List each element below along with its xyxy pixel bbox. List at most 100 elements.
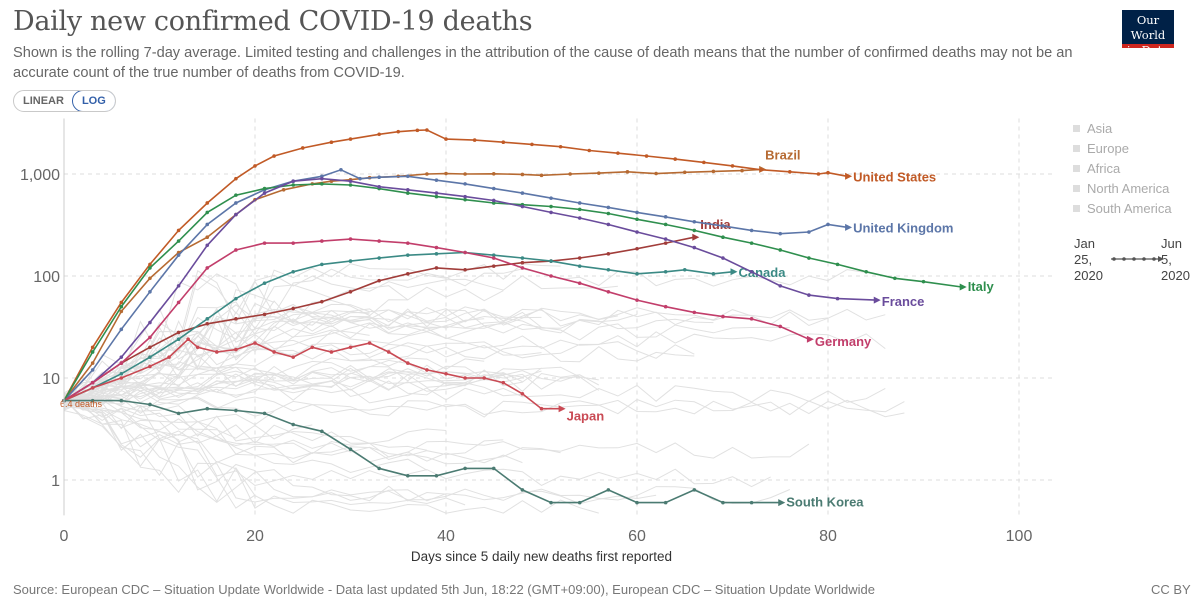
background-country-line (63, 303, 542, 398)
data-point (778, 284, 783, 288)
data-point (549, 204, 553, 209)
data-point (491, 256, 496, 260)
background-country-line (63, 398, 599, 514)
data-point (348, 447, 353, 452)
data-point (320, 262, 324, 267)
background-country-line (63, 394, 428, 474)
background-country-line (63, 364, 599, 404)
data-point (520, 204, 525, 209)
data-point (491, 253, 496, 257)
data-point (501, 380, 506, 385)
data-point (339, 167, 343, 172)
x-tick-label: 100 (1006, 528, 1033, 545)
timeline-start-label: 2020 (1074, 268, 1103, 283)
x-tick-label: 80 (819, 528, 837, 545)
data-point (491, 198, 496, 203)
data-point (234, 193, 238, 197)
data-point (444, 171, 448, 176)
data-point (577, 256, 582, 260)
data-point (606, 268, 611, 272)
data-point (444, 137, 448, 141)
data-point (692, 310, 697, 315)
data-point (119, 300, 124, 305)
data-point (406, 191, 410, 195)
data-point (749, 241, 754, 245)
scale-toggle[interactable]: LINEAR LOG (13, 90, 116, 112)
series-end-arrow (778, 499, 786, 507)
timeline-arrow (1158, 256, 1164, 262)
data-point (702, 160, 706, 165)
data-point (491, 186, 496, 191)
data-point (463, 376, 467, 380)
timeline-dot (1132, 257, 1136, 261)
data-point (721, 314, 725, 319)
series-united-states: United States (62, 128, 936, 403)
data-point (893, 276, 897, 281)
data-point (205, 321, 210, 326)
series-label: United Kingdom (853, 220, 953, 235)
data-point (234, 248, 238, 252)
series-end-arrow (959, 283, 967, 291)
data-point (826, 222, 830, 227)
data-point (434, 194, 439, 199)
data-point (558, 144, 563, 149)
data-point (348, 179, 353, 183)
background-country-line (63, 341, 695, 402)
data-point (425, 128, 429, 132)
background-country-line (63, 315, 714, 401)
data-point (300, 146, 305, 150)
series-line (63, 177, 876, 402)
data-point (176, 228, 181, 233)
data-point (721, 224, 725, 228)
data-point (549, 274, 553, 278)
data-point (272, 154, 276, 158)
owid-logo[interactable]: Our World in Data (1122, 10, 1174, 57)
source-note[interactable]: Source: European CDC – Situation Update … (13, 582, 875, 597)
data-point (606, 488, 611, 492)
data-point (272, 350, 276, 354)
data-point (377, 466, 381, 471)
series-end-arrow (558, 405, 566, 413)
background-country-line (63, 357, 485, 400)
legend-item-south-america: South America (1087, 201, 1172, 216)
data-point (749, 228, 754, 233)
data-point (90, 361, 95, 365)
chart-axes: 0 20 40 60 80 100 1 10 100 1,000 Days since 5 dail… (20, 118, 1033, 564)
data-point (348, 259, 353, 263)
background-country-line (63, 398, 447, 444)
data-point (434, 266, 439, 270)
timeline-start-label: 25, (1074, 252, 1092, 267)
data-point (148, 402, 152, 407)
data-point (148, 355, 152, 359)
linear-button[interactable]: LINEAR (23, 95, 64, 107)
data-point (463, 172, 467, 176)
data-point (434, 473, 439, 478)
data-point (807, 256, 811, 260)
start-annotation: 6.4 deaths (60, 399, 103, 409)
data-point (167, 355, 171, 359)
license-link[interactable]: CC BY (1151, 582, 1191, 597)
data-point (635, 500, 639, 505)
data-point (663, 304, 668, 309)
data-point (234, 408, 238, 413)
data-point (262, 191, 267, 195)
data-point (616, 151, 620, 155)
legend-swatch (1073, 145, 1080, 152)
data-point (778, 248, 783, 252)
data-point (692, 219, 697, 224)
data-point (663, 269, 668, 274)
data-point (119, 371, 124, 376)
data-point (501, 140, 506, 145)
data-point (148, 335, 152, 340)
data-point (291, 355, 296, 359)
data-point (788, 170, 792, 174)
data-point (520, 172, 525, 177)
data-point (310, 345, 315, 350)
data-point (234, 317, 238, 321)
data-point (396, 129, 401, 134)
background-country-line (63, 397, 466, 509)
log-button[interactable]: LOG (71, 91, 115, 111)
data-point (234, 212, 238, 217)
logo-line-1: Our World (1130, 13, 1166, 42)
